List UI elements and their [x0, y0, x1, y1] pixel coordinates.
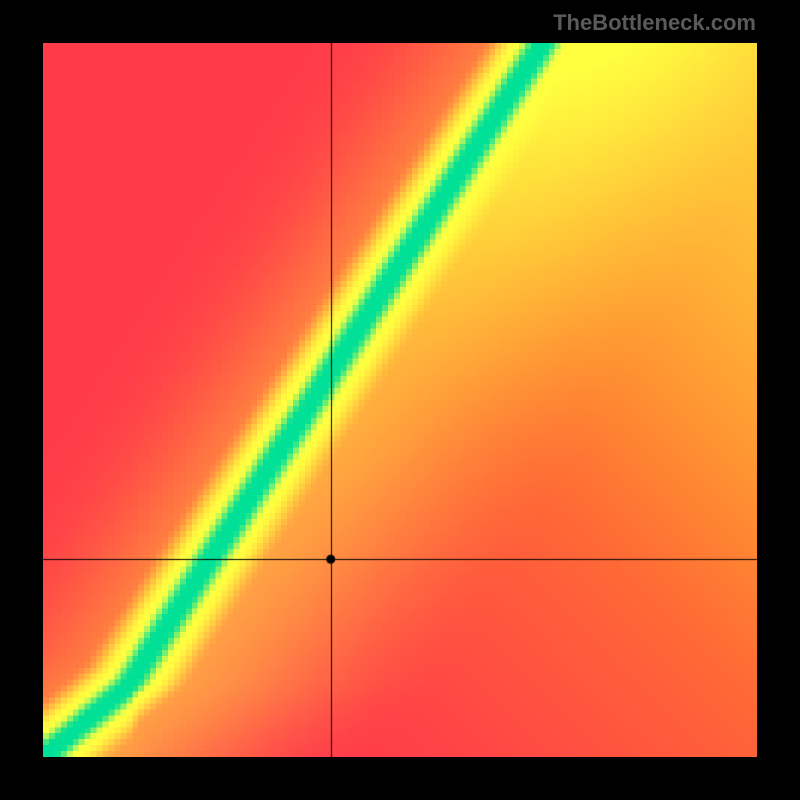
chart-container: TheBottleneck.com — [0, 0, 800, 800]
bottleneck-heatmap — [43, 43, 757, 757]
watermark-text: TheBottleneck.com — [553, 10, 756, 36]
